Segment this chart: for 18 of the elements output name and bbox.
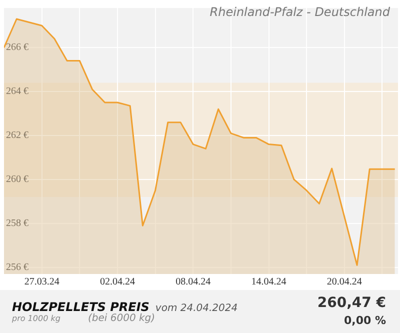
text: 0,00 % bbox=[344, 314, 386, 327]
chart-subtitle: Rheinland-Pfalz - Deutschland bbox=[210, 5, 390, 19]
x-tick-label: 02.04.24 bbox=[100, 276, 135, 288]
x-tick-label: 27.03.24 bbox=[24, 276, 60, 288]
x-tick-label: 08.04.24 bbox=[176, 276, 211, 288]
text: 260,47 € bbox=[317, 295, 386, 311]
x-tick-label: 14.04.24 bbox=[251, 276, 286, 288]
y-tick-label: 260 € bbox=[6, 174, 28, 186]
y-tick-label: 258 € bbox=[6, 218, 28, 230]
y-tick-label: 266 € bbox=[6, 42, 28, 54]
text: vom 24.04.2024 bbox=[155, 303, 238, 314]
y-tick-label: 264 € bbox=[6, 86, 28, 98]
y-tick-label: 256 € bbox=[6, 262, 28, 274]
text: (bei 6000 kg) bbox=[88, 313, 156, 324]
y-tick-label: 262 € bbox=[6, 130, 28, 142]
text: HOLZPELLETS PREIS bbox=[12, 300, 150, 314]
text: pro 1000 kg bbox=[12, 314, 60, 323]
x-tick-label: 20.04.24 bbox=[326, 276, 362, 288]
